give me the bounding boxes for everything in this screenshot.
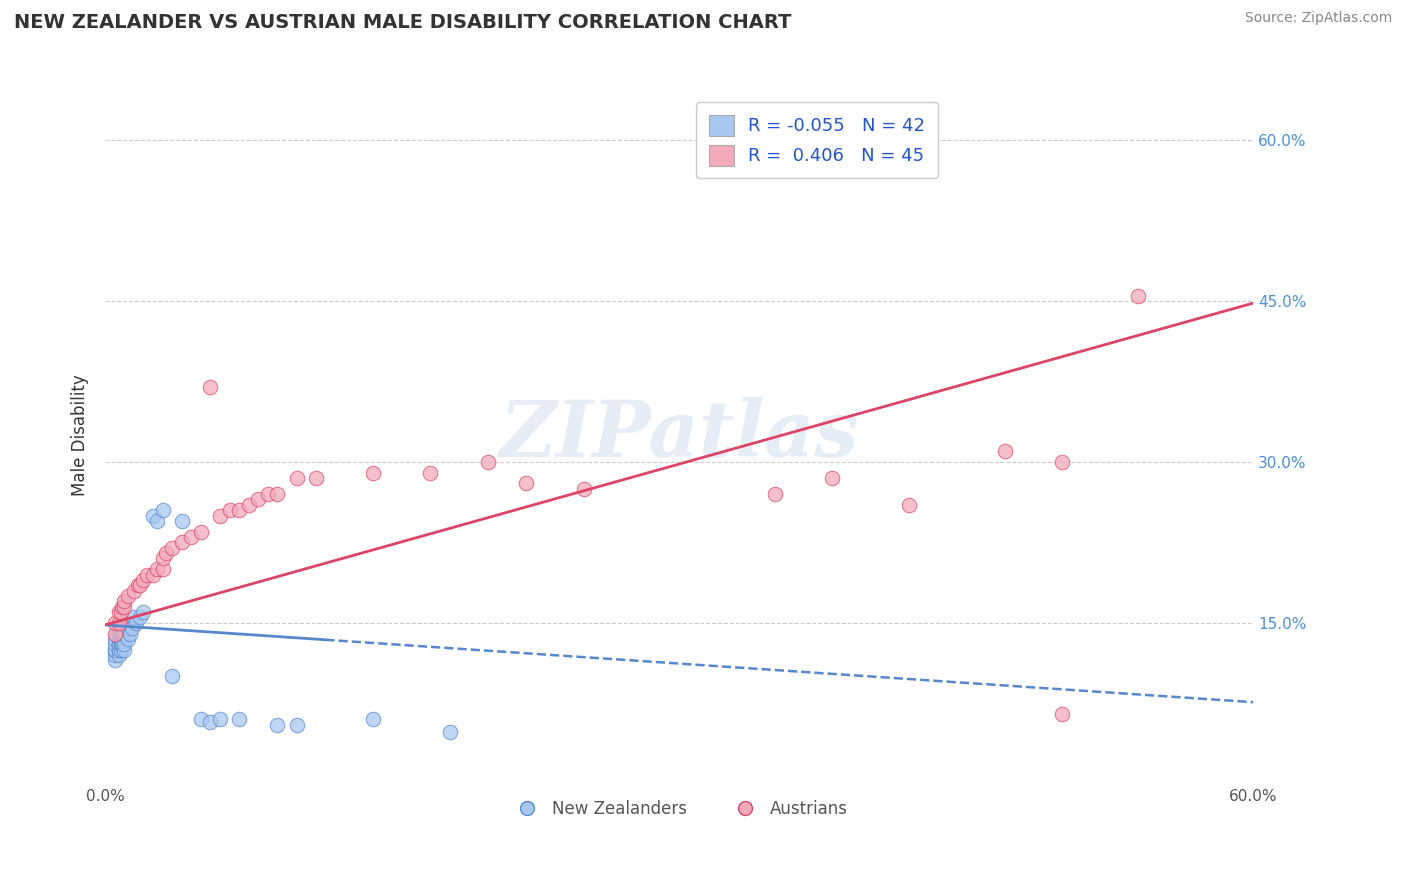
Point — [122, 610, 145, 624]
Point — [1128, 288, 1150, 302]
Point — [104, 642, 127, 657]
Point — [107, 605, 129, 619]
Point — [107, 632, 129, 646]
Point — [763, 487, 786, 501]
Y-axis label: Male Disability: Male Disability — [72, 374, 89, 496]
Point — [112, 594, 135, 608]
Point — [152, 562, 174, 576]
Point — [132, 573, 155, 587]
Point — [477, 455, 499, 469]
Point — [572, 482, 595, 496]
Point — [160, 541, 183, 555]
Point — [993, 444, 1015, 458]
Point — [146, 514, 169, 528]
Point — [104, 642, 127, 657]
Point — [128, 610, 150, 624]
Point — [104, 653, 127, 667]
Point — [160, 669, 183, 683]
Point — [117, 621, 139, 635]
Point — [107, 642, 129, 657]
Point — [419, 466, 441, 480]
Point — [112, 626, 135, 640]
Point — [104, 637, 127, 651]
Point — [515, 476, 537, 491]
Text: ZIPatlas: ZIPatlas — [499, 397, 859, 474]
Point — [104, 615, 127, 630]
Point — [111, 599, 134, 614]
Point — [439, 725, 461, 739]
Point — [110, 605, 132, 619]
Point — [361, 712, 384, 726]
Point — [200, 714, 222, 729]
Point — [125, 615, 148, 630]
Point — [218, 503, 240, 517]
Point — [361, 466, 384, 480]
Point — [285, 717, 308, 731]
Point — [180, 530, 202, 544]
Point — [127, 578, 149, 592]
Point — [107, 637, 129, 651]
Point — [305, 471, 328, 485]
Point — [247, 492, 270, 507]
Point — [1050, 706, 1073, 721]
Point — [285, 471, 308, 485]
Point — [104, 626, 127, 640]
Point — [152, 503, 174, 517]
Point — [107, 626, 129, 640]
Point — [170, 535, 193, 549]
Point — [112, 615, 135, 630]
Point — [142, 567, 165, 582]
Point — [170, 514, 193, 528]
Point — [111, 637, 134, 651]
Point — [208, 508, 231, 523]
Point — [142, 508, 165, 523]
Point — [257, 487, 280, 501]
Point — [821, 471, 844, 485]
Point — [104, 648, 127, 662]
Point — [228, 712, 250, 726]
Point — [132, 605, 155, 619]
Point — [104, 632, 127, 646]
Point — [128, 578, 150, 592]
Point — [122, 583, 145, 598]
Legend: New Zealanders, Austrians: New Zealanders, Austrians — [503, 793, 855, 824]
Point — [228, 503, 250, 517]
Point — [155, 546, 177, 560]
Point — [152, 551, 174, 566]
Text: Source: ZipAtlas.com: Source: ZipAtlas.com — [1244, 11, 1392, 25]
Point — [112, 599, 135, 614]
Point — [107, 648, 129, 662]
Point — [146, 562, 169, 576]
Point — [107, 615, 129, 630]
Point — [190, 524, 212, 539]
Point — [208, 712, 231, 726]
Point — [238, 498, 260, 512]
Point — [190, 712, 212, 726]
Point — [110, 637, 132, 651]
Point — [266, 717, 288, 731]
Point — [117, 589, 139, 603]
Point — [1050, 455, 1073, 469]
Point — [120, 626, 142, 640]
Text: NEW ZEALANDER VS AUSTRIAN MALE DISABILITY CORRELATION CHART: NEW ZEALANDER VS AUSTRIAN MALE DISABILIT… — [14, 13, 792, 32]
Point — [897, 498, 920, 512]
Point — [136, 567, 159, 582]
Point — [112, 637, 135, 651]
Point — [107, 621, 129, 635]
Point — [110, 642, 132, 657]
Point — [111, 626, 134, 640]
Point — [117, 632, 139, 646]
Point — [121, 621, 143, 635]
Point — [200, 380, 222, 394]
Point — [110, 632, 132, 646]
Point — [266, 487, 288, 501]
Point — [112, 642, 135, 657]
